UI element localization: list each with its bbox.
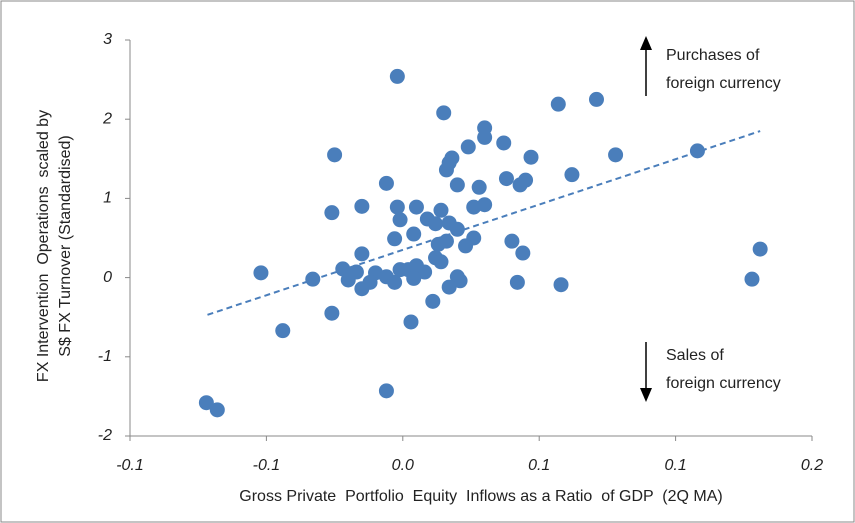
point <box>564 167 580 183</box>
point <box>362 274 378 290</box>
y-tick-label: -1 <box>98 348 112 365</box>
point <box>340 272 356 288</box>
point <box>406 226 422 242</box>
point <box>378 383 394 399</box>
x-tick-label: 0.2 <box>801 457 823 474</box>
point <box>305 271 321 287</box>
point <box>518 172 534 188</box>
point <box>436 105 452 121</box>
y-tick-label: -2 <box>98 427 112 444</box>
point <box>378 175 394 191</box>
point <box>354 198 370 214</box>
x-tick-label: 0.1 <box>664 457 686 474</box>
arrow-down-head <box>640 388 652 402</box>
point <box>198 395 214 411</box>
point <box>253 265 269 281</box>
point <box>408 199 424 215</box>
point <box>553 277 569 293</box>
point <box>433 254 449 270</box>
point <box>752 241 768 257</box>
point <box>550 96 566 112</box>
trendline <box>207 130 761 316</box>
point <box>324 305 340 321</box>
point <box>471 179 487 195</box>
annotation: Purchases of <box>666 47 760 64</box>
point <box>438 162 454 178</box>
point <box>403 314 419 330</box>
x-tick-label: 0.1 <box>528 457 550 474</box>
point <box>452 273 468 289</box>
y-tick-label: 2 <box>102 110 112 127</box>
point <box>458 238 474 254</box>
point <box>449 177 465 193</box>
point <box>428 216 444 232</box>
point <box>324 205 340 221</box>
point <box>496 135 512 151</box>
point <box>389 199 405 215</box>
arrow-up-head <box>640 36 652 50</box>
x-tick-label: -0.1 <box>116 457 144 474</box>
point <box>608 147 624 163</box>
point <box>523 149 539 165</box>
x-tick-label: 0.0 <box>392 457 414 474</box>
point <box>425 293 441 309</box>
point <box>406 270 422 286</box>
point <box>509 274 525 290</box>
point <box>335 261 351 277</box>
point <box>441 279 457 295</box>
point <box>387 274 403 290</box>
point <box>417 264 433 280</box>
point <box>477 129 493 145</box>
point <box>444 150 460 166</box>
point <box>392 212 408 228</box>
point <box>275 323 291 339</box>
point <box>327 147 343 163</box>
x-tick-label: -0.1 <box>253 457 281 474</box>
point <box>498 171 514 187</box>
y-axis-label: FX Intervention Operations scaled by <box>35 110 52 382</box>
y-tick-label: 1 <box>103 190 112 207</box>
point <box>433 202 449 218</box>
point <box>689 143 705 159</box>
y-tick-label: 3 <box>103 31 112 48</box>
point <box>449 221 465 237</box>
annotation: Sales of <box>666 347 724 364</box>
annotation: foreign currency <box>666 75 781 92</box>
point <box>209 402 225 418</box>
annotation: foreign currency <box>666 375 781 392</box>
point <box>504 233 520 249</box>
point <box>744 271 760 287</box>
point <box>588 91 604 107</box>
point <box>460 139 476 155</box>
point <box>354 246 370 262</box>
point <box>387 231 403 247</box>
point <box>389 68 405 84</box>
point <box>438 233 454 249</box>
point <box>515 245 531 261</box>
point <box>466 199 482 215</box>
y-axis-label: S$ FX Turnover (Standardised) <box>57 135 74 356</box>
y-tick-label: 0 <box>103 269 112 286</box>
x-axis-label: Gross Private Portfolio Equity Inflows a… <box>239 488 722 505</box>
